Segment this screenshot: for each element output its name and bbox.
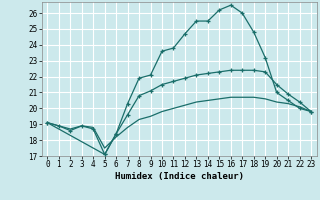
X-axis label: Humidex (Indice chaleur): Humidex (Indice chaleur): [115, 172, 244, 181]
